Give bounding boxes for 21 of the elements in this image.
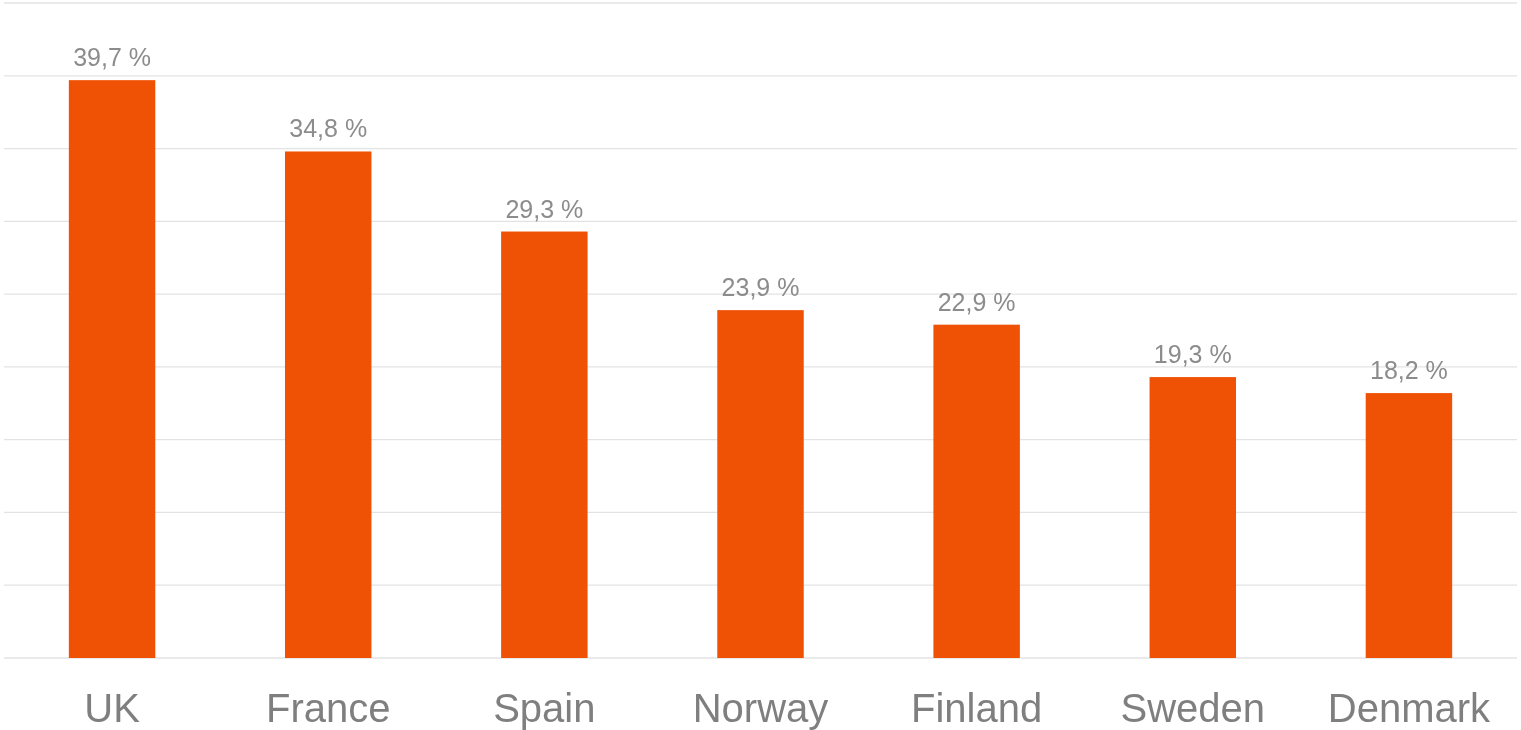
- x-tick-label: Denmark: [1327, 686, 1492, 730]
- data-label: 34,8 %: [289, 114, 368, 143]
- bar: [68, 80, 156, 658]
- bar: [501, 231, 588, 658]
- bar: [284, 151, 372, 658]
- data-label: 19,3 %: [1153, 340, 1232, 369]
- x-tick-label: Sweden: [1120, 686, 1266, 730]
- data-label: 22,9 %: [937, 287, 1016, 316]
- data-label: 23,9 %: [721, 273, 800, 302]
- bar: [717, 310, 804, 658]
- bar: [1149, 377, 1237, 658]
- x-tick-label: Spain: [493, 686, 596, 730]
- data-label: 18,2 %: [1370, 356, 1448, 385]
- data-label: 39,7 %: [73, 43, 151, 72]
- x-tick-label: Norway: [692, 686, 829, 730]
- x-tick-label: France: [265, 686, 391, 730]
- data-label: 29,3 %: [505, 194, 584, 223]
- x-tick-label: UK: [84, 686, 141, 730]
- x-tick-label: Finland: [911, 686, 1043, 730]
- bar: [1365, 393, 1453, 658]
- bar: [933, 324, 1020, 658]
